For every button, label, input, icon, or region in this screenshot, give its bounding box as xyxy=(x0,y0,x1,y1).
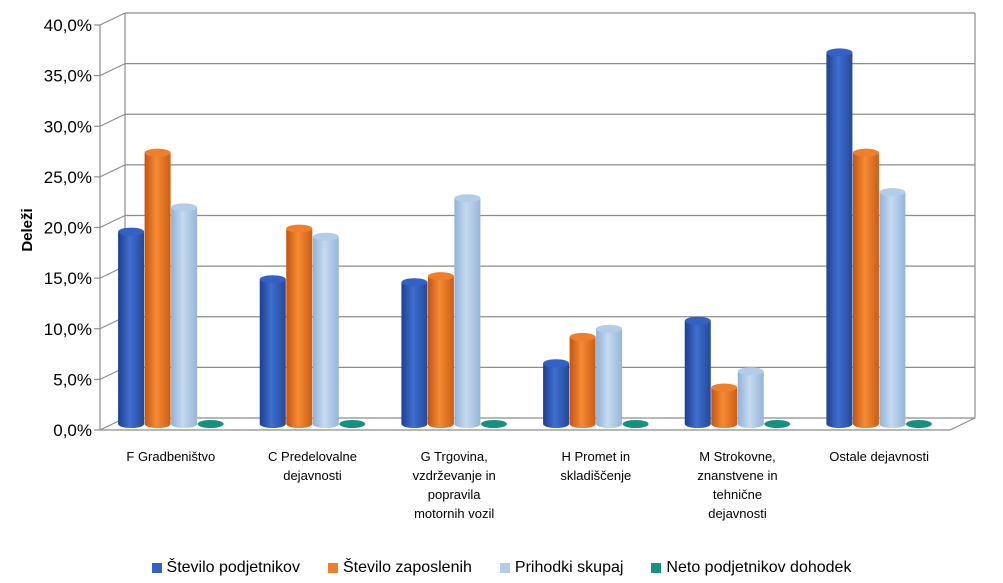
bar xyxy=(684,316,711,428)
y-tick-label: 10,0% xyxy=(44,320,92,339)
bar xyxy=(171,203,198,428)
y-tick-label: 30,0% xyxy=(44,117,92,136)
legend: Število podjetnikov Število zaposlenih Pri… xyxy=(0,556,1003,580)
bar xyxy=(737,367,764,428)
bar xyxy=(286,224,313,428)
side-gridline xyxy=(99,12,126,26)
legend-label: Število podjetnikov xyxy=(166,559,300,576)
legend-label: Neto podjetnikov dohodek xyxy=(666,559,852,576)
side-gridline xyxy=(99,113,126,127)
y-tick-label: 20,0% xyxy=(44,219,92,238)
y-tick-label: 15,0% xyxy=(44,269,92,288)
y-tick-label: 40,0% xyxy=(44,16,92,35)
bar xyxy=(711,383,738,428)
bar xyxy=(118,227,145,428)
legend-item: Število zaposlenih xyxy=(327,556,472,580)
legend-swatch xyxy=(499,563,510,573)
side-gridline xyxy=(99,164,126,178)
floor-right-edge xyxy=(949,417,976,431)
bar xyxy=(905,420,932,428)
legend-swatch xyxy=(327,563,338,573)
category-label: C Predelovalne dejavnosti xyxy=(268,449,357,483)
bar xyxy=(622,420,649,428)
legend-item: Prihodki skupaj xyxy=(499,556,624,580)
bar xyxy=(764,420,791,428)
bar xyxy=(259,275,286,428)
category-label: Ostale dejavnosti xyxy=(829,449,929,464)
bar xyxy=(427,272,454,428)
x-axis-categories: F Gradbeništvo C Predelovalne dejavnosti G … xyxy=(126,449,929,521)
category-label: G Trgovina, vzdrževanje in popravila motorn… xyxy=(413,449,496,521)
bar xyxy=(826,48,853,428)
legend-item: Število podjetnikov xyxy=(151,556,300,580)
bar xyxy=(852,148,879,428)
legend-swatch xyxy=(151,563,162,573)
side-gridline xyxy=(99,63,126,77)
legend-label: Število zaposlenih xyxy=(342,559,472,576)
bar xyxy=(480,420,507,428)
y-tick-label: 0,0% xyxy=(53,421,92,440)
side-gridline xyxy=(99,214,126,229)
bar xyxy=(596,324,623,428)
bar xyxy=(569,332,596,428)
bar xyxy=(339,420,366,428)
legend-label: Prihodki skupaj xyxy=(514,559,624,576)
bar xyxy=(144,148,171,428)
bar xyxy=(543,359,570,428)
category-label: F Gradbeništvo xyxy=(126,449,215,464)
legend-item: Neto podjetnikov dohodek xyxy=(651,556,851,580)
bar xyxy=(879,188,906,428)
category-label: M Strokovne, znanstvene in tehnične dejavno… xyxy=(697,449,777,521)
y-tick-label: 5,0% xyxy=(53,370,92,389)
category-label: H Promet in skladiščenje xyxy=(560,449,631,483)
bar xyxy=(312,232,339,428)
y-axis-label: Deleži xyxy=(19,208,36,251)
bars xyxy=(118,48,932,428)
bar xyxy=(197,420,224,428)
y-axis-ticks: 0,0% 5,0% 10,0% 15,0% 20,0% 25,0% 30,0% 35,0% 40… xyxy=(44,16,92,440)
legend-swatch xyxy=(651,563,662,573)
y-tick-label: 35,0% xyxy=(44,67,92,86)
bar xyxy=(401,278,428,428)
y-tick-label: 25,0% xyxy=(44,168,92,187)
bar xyxy=(454,194,481,428)
